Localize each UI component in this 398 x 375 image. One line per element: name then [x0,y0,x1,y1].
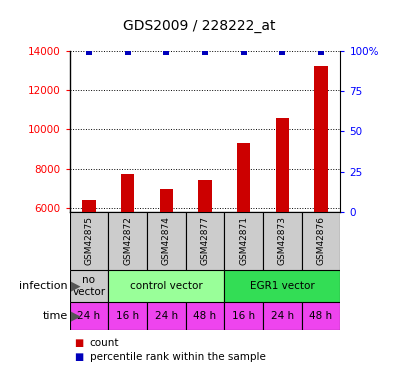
Text: 16 h: 16 h [232,311,255,321]
Bar [108,270,224,302]
Bar [224,270,340,302]
Text: 48 h: 48 h [309,311,332,321]
Text: 16 h: 16 h [116,311,139,321]
Bar [224,302,263,330]
Text: ■: ■ [74,338,83,348]
Text: GSM42877: GSM42877 [201,216,209,266]
Text: ▶: ▶ [71,309,80,322]
Text: percentile rank within the sample: percentile rank within the sample [90,352,265,362]
Bar [302,302,340,330]
Bar [82,200,96,326]
Text: infection: infection [19,281,68,291]
Bar [108,302,147,330]
Bar [70,302,108,330]
Bar [224,212,263,270]
Text: ▶: ▶ [71,279,80,292]
Text: count: count [90,338,119,348]
Text: GSM42876: GSM42876 [316,216,326,266]
Bar [121,174,135,326]
Text: GSM42871: GSM42871 [239,216,248,266]
Bar [108,212,147,270]
Text: time: time [43,311,68,321]
Text: 24 h: 24 h [155,311,178,321]
Bar [185,302,224,330]
Bar [147,212,185,270]
Text: EGR1 vector: EGR1 vector [250,281,315,291]
Bar [160,189,173,326]
Bar [263,212,302,270]
Text: control vector: control vector [130,281,203,291]
Text: 24 h: 24 h [271,311,294,321]
Text: GSM42874: GSM42874 [162,216,171,266]
Bar [263,302,302,330]
Text: no
vector: no vector [72,275,105,297]
Bar [302,212,340,270]
Text: GSM42873: GSM42873 [278,216,287,266]
Bar [237,143,250,326]
Text: 48 h: 48 h [193,311,217,321]
Bar [314,66,328,326]
Bar [147,302,185,330]
Bar [70,270,108,302]
Bar [275,118,289,326]
Bar [70,212,108,270]
Text: GDS2009 / 228222_at: GDS2009 / 228222_at [123,19,275,33]
Text: ■: ■ [74,352,83,362]
Bar [185,212,224,270]
Text: 24 h: 24 h [78,311,101,321]
Bar [198,180,212,326]
Text: GSM42872: GSM42872 [123,216,132,266]
Text: GSM42875: GSM42875 [84,216,94,266]
